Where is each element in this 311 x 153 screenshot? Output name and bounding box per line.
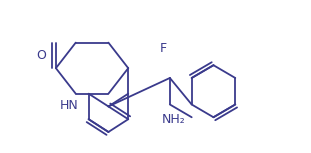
Text: HN: HN — [59, 99, 78, 112]
Text: F: F — [159, 42, 166, 55]
Text: O: O — [36, 49, 46, 62]
Text: NH₂: NH₂ — [162, 113, 186, 126]
